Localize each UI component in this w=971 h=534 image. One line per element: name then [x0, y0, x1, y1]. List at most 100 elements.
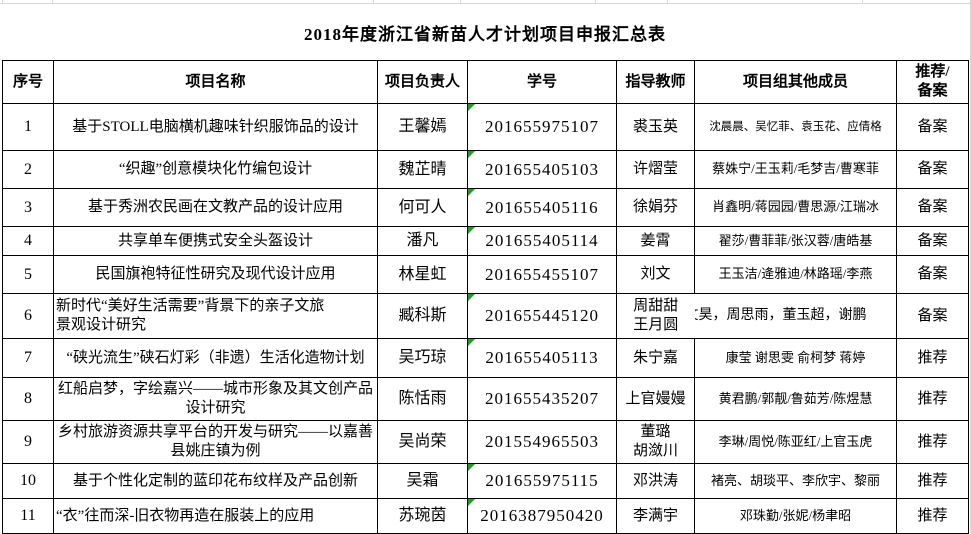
cell-advisor[interactable]: 许熠莹	[616, 150, 695, 189]
cell-row-number[interactable]: 6	[2, 293, 54, 339]
column-header-6[interactable]: 推荐/ 备案	[896, 60, 969, 104]
cell-advisor[interactable]: 徐娟芬	[616, 188, 695, 227]
cell-members[interactable]: 蔡姝宁/王玉莉/毛梦吉/曹寒菲	[694, 150, 897, 189]
cell-project-name[interactable]: 红船启梦，字绘嘉兴——城市形象及其文创产品 设计研究	[53, 377, 378, 421]
cell-advisor[interactable]: 邓洪涛	[616, 463, 695, 499]
cell-project-name[interactable]: 基于个性化定制的蓝印花布纹样及产品创新	[53, 463, 378, 499]
cell-status[interactable]: 备案	[896, 150, 969, 189]
cell-project-name[interactable]: 新时代“美好生活需要”背景下的亲子文旅 景观设计研究	[53, 293, 378, 339]
cell-student-id[interactable]: 201655435207	[467, 377, 617, 421]
cell-student-id[interactable]: 201655445120	[467, 293, 617, 339]
cell-status[interactable]: 备案	[896, 226, 969, 256]
cell-project-name[interactable]: 民国旗袍特征性研究及现代设计应用	[53, 255, 378, 294]
table-row: 3 基于秀洲农民画在文教产品的设计应用 何可人 201655405116 徐娟芬 肖鑫明/…	[2, 188, 969, 227]
cell-members[interactable]: 翟莎/曹菲菲/张汉蓉/唐皓基	[694, 226, 897, 256]
gridline-tick	[595, 0, 596, 3]
cell-project-leader[interactable]: 吴巧琼	[377, 338, 468, 378]
number-as-text-flag-icon	[468, 104, 475, 111]
cell-row-number[interactable]: 9	[2, 420, 54, 464]
cell-members[interactable]: 文昊，周思雨，董玉超，谢鹏	[694, 293, 897, 339]
cell-advisor[interactable]: 裘玉英	[616, 103, 695, 151]
cell-student-id[interactable]: 201655975107	[467, 103, 617, 151]
cell-row-number[interactable]: 8	[2, 377, 54, 421]
cell-project-leader[interactable]: 吴尚荣	[377, 420, 468, 464]
gridline-tick	[373, 0, 374, 3]
cell-members[interactable]: 褚亮、胡琰平、李欣宇、黎丽	[694, 463, 897, 499]
cell-row-number[interactable]: 10	[2, 463, 54, 499]
cell-student-id[interactable]: 201554965503	[467, 420, 617, 464]
cell-row-number[interactable]: 2	[2, 150, 54, 189]
cell-advisor[interactable]: 董璐 胡潋川	[616, 420, 695, 464]
cell-student-id[interactable]: 201655405103	[467, 150, 617, 189]
cell-row-number[interactable]: 4	[2, 226, 54, 256]
cell-members[interactable]: 沈晨晨、吴忆菲、袁玉花、应倩格	[694, 103, 897, 151]
column-header-5[interactable]: 项目组其他成员	[694, 60, 897, 104]
cell-student-id[interactable]: 2016387950420	[467, 498, 617, 534]
cell-row-number[interactable]: 1	[2, 103, 54, 151]
cell-project-leader[interactable]: 魏芷晴	[377, 150, 468, 189]
cell-project-leader[interactable]: 林星虹	[377, 255, 468, 294]
cell-student-id[interactable]: 201655405116	[467, 188, 617, 227]
cell-status[interactable]: 备案	[896, 103, 969, 151]
cell-status[interactable]: 备案	[896, 188, 969, 227]
cell-members[interactable]: 李琳/周悦/陈亚红/上官玉虎	[694, 420, 897, 464]
cell-status[interactable]: 推荐	[896, 420, 969, 464]
cell-row-number[interactable]: 3	[2, 188, 54, 227]
cell-members[interactable]: 王玉洁/逄雅迪/林路瑶/李燕	[694, 255, 897, 294]
table-body: 1 基于STOLL电脑横机趣味针织服饰品的设计 王馨嫣 201655975107 裘玉英…	[2, 103, 969, 534]
cell-student-id[interactable]: 201655405114	[467, 226, 617, 256]
column-header-1[interactable]: 项目名称	[53, 60, 378, 104]
gridline-horizontal-top	[0, 3, 971, 4]
cell-project-name[interactable]: 乡村旅游资源共享平台的开发与研究——以嘉善 县姚庄镇为例	[53, 420, 378, 464]
cell-status[interactable]: 推荐	[896, 498, 969, 534]
number-as-text-flag-icon	[468, 499, 475, 506]
cell-advisor[interactable]: 朱宁嘉	[616, 338, 695, 378]
cell-project-leader[interactable]: 苏琬茵	[377, 498, 468, 534]
number-as-text-flag-icon	[468, 464, 475, 471]
cell-project-name[interactable]: 基于秀洲农民画在文教产品的设计应用	[53, 188, 378, 227]
cell-members[interactable]: 肖鑫明/蒋园园/曹思源/江瑞冰	[694, 188, 897, 227]
cell-row-number[interactable]: 7	[2, 338, 54, 378]
table-header-row: 序号 项目名称 项目负责人 学号 指导教师 项目组其他成员 推荐/ 备案	[2, 60, 969, 104]
cell-row-number[interactable]: 11	[2, 498, 54, 534]
cell-row-number[interactable]: 5	[2, 255, 54, 294]
cell-project-leader[interactable]: 臧科斯	[377, 293, 468, 339]
cell-advisor[interactable]: 上官嫚嫚	[616, 377, 695, 421]
cell-project-name[interactable]: “衣”往而深-旧衣物再造在服装上的应用	[53, 498, 378, 534]
cell-advisor[interactable]: 刘文	[616, 255, 695, 294]
cell-advisor[interactable]: 李满宇	[616, 498, 695, 534]
cell-project-leader[interactable]: 陈恬雨	[377, 377, 468, 421]
cell-project-name[interactable]: “织趣”创意模块化竹编包设计	[53, 150, 378, 189]
cell-status[interactable]: 推荐	[896, 463, 969, 499]
overflowing-members-text: 文昊，周思雨，董玉超，谢鹏	[694, 308, 867, 324]
cell-status[interactable]: 推荐	[896, 338, 969, 378]
cell-members[interactable]: 黄君鹏/郭靓/鲁茹芳/陈煜慧	[694, 377, 897, 421]
cell-project-leader[interactable]: 王馨嫣	[377, 103, 468, 151]
cell-student-id[interactable]: 201655405113	[467, 338, 617, 378]
column-header-2[interactable]: 项目负责人	[377, 60, 468, 104]
cell-advisor[interactable]: 姜霄	[616, 226, 695, 256]
cell-student-id[interactable]: 201655975115	[467, 463, 617, 499]
column-header-0[interactable]: 序号	[2, 60, 54, 104]
cell-project-name[interactable]: 共享单车便携式安全头盔设计	[53, 226, 378, 256]
cell-advisor[interactable]: 周甜甜 王月圆	[616, 293, 695, 339]
table-row: 10 基于个性化定制的蓝印花布纹样及产品创新 吴霜 201655975115 邓洪涛 褚亮…	[2, 463, 969, 499]
cell-student-id[interactable]: 201655455107	[467, 255, 617, 294]
cell-project-leader[interactable]: 潘凡	[377, 226, 468, 256]
cell-project-name[interactable]: 基于STOLL电脑横机趣味针织服饰品的设计	[53, 103, 378, 151]
column-header-3[interactable]: 学号	[467, 60, 617, 104]
cell-status[interactable]: 备案	[896, 255, 969, 294]
cell-project-leader[interactable]: 吴霜	[377, 463, 468, 499]
table-title[interactable]: 2018年度浙江省新苗人才计划项目申报汇总表	[304, 24, 666, 44]
cell-project-name[interactable]: “硖光流生”硖石灯彩（非遗）生活化造物计划	[53, 338, 378, 378]
cell-members[interactable]: 康莹 谢思雯 俞柯梦 蒋婷	[694, 338, 897, 378]
column-header-4[interactable]: 指导教师	[616, 60, 695, 104]
number-as-text-flag-icon	[468, 151, 475, 158]
cell-members[interactable]: 邓珠勤/张妮/杨聿昭	[694, 498, 897, 534]
cell-project-leader[interactable]: 何可人	[377, 188, 468, 227]
gridline-tick	[460, 0, 461, 3]
cell-status[interactable]: 备案	[896, 293, 969, 339]
cell-status[interactable]: 推荐	[896, 377, 969, 421]
table-row: 7 “硖光流生”硖石灯彩（非遗）生活化造物计划 吴巧琼 201655405113 朱宁嘉…	[2, 338, 969, 378]
